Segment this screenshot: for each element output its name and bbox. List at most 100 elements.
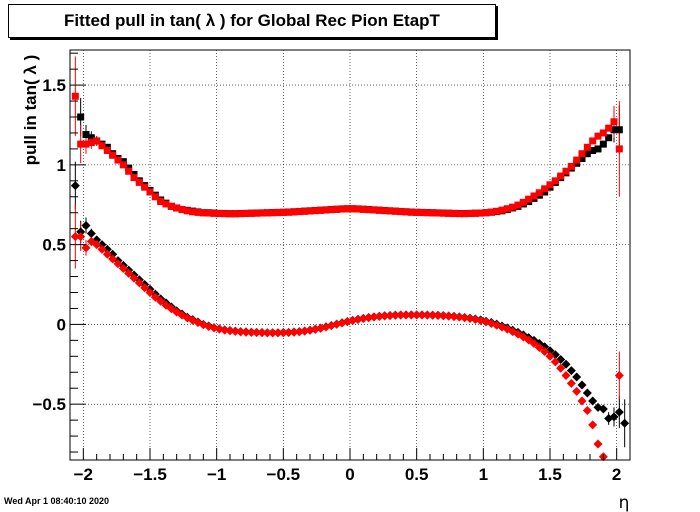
data-point-square: [301, 207, 309, 215]
data-point-square: [605, 124, 613, 132]
data-point-square: [519, 198, 527, 206]
x-tick-label: −1.5: [133, 465, 167, 484]
data-point-diamond: [561, 370, 571, 380]
data-point-square: [413, 208, 421, 216]
data-point-diamond: [390, 310, 400, 320]
data-point-diamond: [545, 351, 555, 361]
data-point-square: [477, 209, 485, 217]
data-point-square: [306, 207, 314, 215]
data-point-square: [109, 151, 117, 159]
data-point-square: [125, 167, 133, 175]
data-point-diamond: [529, 339, 539, 349]
data-point-square: [445, 209, 453, 217]
grid: [70, 50, 630, 460]
data-point-diamond: [70, 181, 80, 191]
data-point-diamond: [102, 244, 112, 254]
data-point-diamond: [113, 259, 123, 269]
x-tick-label: 0.5: [405, 465, 429, 484]
data-point-square: [381, 207, 389, 215]
data-point-square: [455, 210, 463, 218]
data-point-diamond: [566, 366, 576, 376]
data-point-square: [541, 185, 549, 193]
data-point-square: [610, 126, 618, 134]
data-point-square: [615, 145, 623, 153]
data-point-square: [98, 142, 106, 150]
data-point-square: [338, 205, 346, 213]
data-point-square: [226, 210, 234, 218]
data-point-square: [583, 143, 591, 151]
data-point-square: [365, 206, 373, 214]
data-point-square: [450, 210, 458, 218]
data-point-diamond: [108, 254, 118, 264]
data-point-diamond: [540, 342, 550, 352]
x-tick-label: −0.5: [267, 465, 301, 484]
data-point-square: [327, 206, 335, 214]
data-point-diamond: [566, 378, 576, 388]
data-point-square: [610, 118, 618, 126]
data-point-square: [370, 206, 378, 214]
data-point-square: [402, 208, 410, 216]
data-point-diamond: [358, 313, 368, 323]
data-point-diamond: [406, 310, 416, 320]
data-point-square: [471, 209, 479, 217]
axis-ticks: [69, 52, 631, 460]
data-point-diamond: [534, 343, 544, 353]
data-point-diamond: [289, 327, 299, 337]
data-point-square: [525, 195, 533, 203]
data-point-diamond: [124, 268, 134, 278]
data-point-diamond: [81, 243, 91, 253]
data-point-diamond: [572, 372, 582, 382]
data-point-diamond: [620, 418, 630, 428]
data-point-diamond: [609, 412, 619, 422]
data-point-square: [359, 205, 367, 213]
data-point-diamond: [294, 327, 304, 337]
data-point-square: [157, 198, 165, 206]
data-point-square: [215, 210, 223, 218]
data-point-diamond: [76, 232, 86, 242]
data-point-square: [103, 147, 111, 155]
y-tick-label: 0: [57, 315, 66, 334]
data-point-diamond: [230, 326, 240, 336]
data-point-square: [557, 172, 565, 180]
data-point-square: [386, 207, 394, 215]
data-point-square: [407, 208, 415, 216]
data-point-diamond: [412, 310, 422, 320]
data-point-square: [546, 181, 554, 189]
data-point-square: [205, 209, 213, 217]
x-tick-label: 1: [479, 465, 488, 484]
data-point-square: [418, 209, 426, 217]
data-point-square: [349, 205, 357, 213]
data-point-square: [199, 209, 207, 217]
data-point-diamond: [444, 311, 454, 321]
data-point-diamond: [364, 313, 374, 323]
data-point-square: [605, 134, 613, 142]
data-point-square: [493, 207, 501, 215]
data-point-square: [391, 207, 399, 215]
data-point-square: [189, 208, 197, 216]
data-point-square: [551, 177, 559, 185]
data-point-square: [130, 174, 138, 182]
data-point-diamond: [268, 328, 278, 338]
data-point-square: [162, 200, 170, 208]
data-point-diamond: [108, 249, 118, 259]
data-point-square: [242, 210, 250, 218]
data-point-square: [167, 202, 175, 210]
data-point-square: [119, 161, 127, 169]
y-tick-label: 1: [57, 156, 66, 175]
data-point-square: [594, 132, 602, 140]
data-point-diamond: [385, 311, 395, 321]
data-point-square: [114, 156, 122, 164]
data-point-square: [343, 205, 351, 213]
data-point-diamond: [401, 310, 411, 320]
data-point-square: [237, 210, 245, 218]
data-point-square: [599, 140, 607, 148]
y-axis-label: pull in tan( λ ): [21, 55, 40, 166]
data-point-square: [578, 154, 586, 162]
data-point-diamond: [572, 386, 582, 396]
data-point-square: [573, 156, 581, 164]
data-point-square: [221, 210, 229, 218]
data-point-square: [210, 209, 218, 217]
data-point-square: [135, 178, 143, 186]
data-point-diamond: [396, 310, 406, 320]
data-point-diamond: [81, 220, 91, 230]
